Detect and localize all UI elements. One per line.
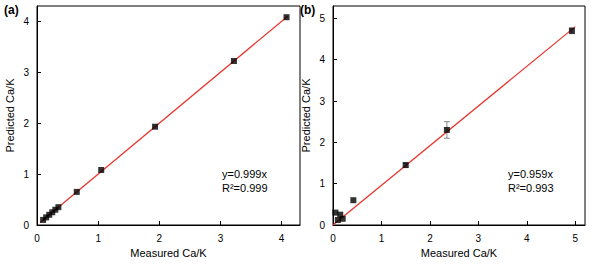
svg-text:3: 3 (476, 233, 482, 244)
svg-text:3: 3 (319, 96, 325, 107)
svg-text:Predicted Ca/K: Predicted Ca/K (4, 78, 16, 153)
svg-text:5: 5 (319, 13, 325, 24)
svg-text:y=0.999x: y=0.999x (222, 168, 267, 180)
svg-text:Measured Ca/K: Measured Ca/K (130, 247, 207, 259)
svg-text:(a): (a) (4, 3, 19, 17)
svg-text:1: 1 (23, 169, 29, 180)
svg-text:5: 5 (573, 233, 579, 244)
svg-text:2: 2 (427, 233, 433, 244)
svg-text:R²=0.993: R²=0.993 (508, 182, 554, 194)
svg-text:Predicted Ca/K: Predicted Ca/K (300, 78, 312, 153)
svg-text:1: 1 (319, 178, 325, 189)
svg-text:4: 4 (524, 233, 530, 244)
svg-text:y=0.959x: y=0.959x (508, 168, 553, 180)
svg-text:4: 4 (319, 54, 325, 65)
svg-text:1: 1 (379, 233, 385, 244)
svg-text:2: 2 (157, 233, 163, 244)
svg-text:0: 0 (319, 220, 325, 231)
svg-text:2: 2 (23, 118, 29, 129)
svg-text:Measured Ca/K: Measured Ca/K (421, 247, 498, 259)
svg-text:3: 3 (218, 233, 224, 244)
svg-text:4: 4 (279, 233, 285, 244)
svg-text:2: 2 (319, 137, 325, 148)
svg-text:3: 3 (23, 67, 29, 78)
svg-text:0: 0 (330, 233, 336, 244)
svg-text:4: 4 (23, 16, 29, 27)
svg-text:0: 0 (34, 233, 40, 244)
svg-text:(b): (b) (300, 3, 315, 17)
svg-text:1: 1 (95, 233, 101, 244)
svg-text:R²=0.999: R²=0.999 (222, 182, 268, 194)
svg-text:0: 0 (23, 220, 29, 231)
